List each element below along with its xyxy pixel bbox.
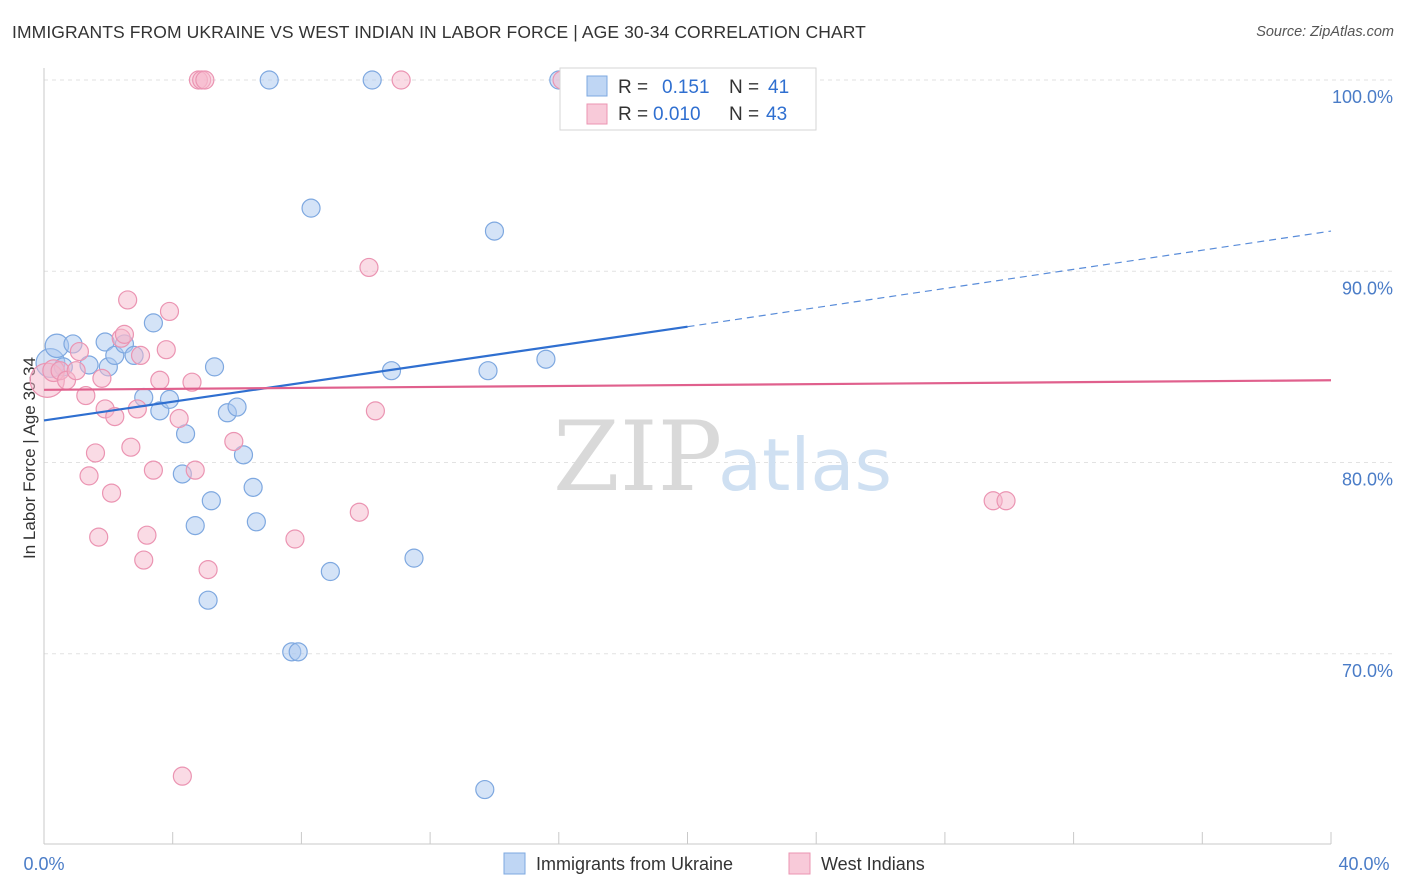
x-tick-label-max: 40.0% [1338,854,1389,874]
ukraine-point-24 [246,512,266,532]
ukraine-point-11 [143,313,163,333]
chart-title: IMMIGRANTS FROM UKRAINE VS WEST INDIAN I… [12,22,866,42]
series-west-indians-points [29,70,1016,786]
west-indians-point-33 [198,559,218,580]
west-indians-point-39 [391,70,411,90]
watermark-atlas: atlas [718,423,892,507]
west-indians-point-18 [127,399,147,419]
ukraine-point-21 [227,397,247,417]
ukraine-point-19 [204,357,225,377]
west-indians-point-26 [169,408,189,429]
legend-n-label-ukraine: N = [729,77,759,98]
stats-legend: R = 0.151 N = 41 R = 0.010 N = 43 [559,67,817,131]
west-indians-point-28 [182,372,202,392]
x-axis-ticks [172,832,1332,844]
legend-swatch-ukraine [586,75,608,97]
grid-lines [44,79,1394,655]
west-indians-point-15 [114,324,135,344]
y-tick-label-80: 80.0% [1342,470,1393,490]
ukraine-point-25 [259,70,279,90]
source-credit: Source: ZipAtlas.com [1256,24,1394,40]
west-indians-point-38 [365,401,386,421]
west-indians-point-12 [101,483,122,503]
legend-n-label-west-indians: N = [729,104,759,125]
y-tick-label-70: 70.0% [1342,661,1393,681]
west-indians-point-8 [85,443,106,463]
legend-r-value-ukraine: 0.151 [662,77,710,98]
legend-r-label-west-indians: R = [618,104,648,125]
west-indians-point-35 [285,529,305,549]
west-indians-point-6 [76,385,96,406]
bottom-legend-label-west-indians: West Indians [821,854,925,874]
ukraine-point-35 [484,221,505,241]
bottom-legend: Immigrants from Ukraine West Indians [503,852,925,875]
ukraine-point-27 [288,642,308,662]
west-indians-point-7 [79,466,99,486]
west-indians-point-32 [195,70,215,90]
west-indians-point-29 [185,460,205,480]
ukraine-point-13 [159,389,180,409]
watermark: ZIP atlas [553,401,892,513]
west-indians-point-4 [66,361,86,381]
legend-r-label-ukraine: R = [618,77,648,98]
west-indians-point-37 [359,257,379,278]
west-indians-point-10 [92,368,112,388]
west-indians-point-13 [105,407,125,427]
trend-lines [43,230,1332,422]
legend-n-value-west-indians: 43 [766,104,787,125]
ukraine-point-33 [475,779,495,800]
trend-line-ukraine-extrapolated [687,230,1332,328]
west-indians-point-21 [137,525,157,545]
west-indians-point-5 [69,341,89,362]
bottom-legend-swatch-west-indians [788,852,811,875]
west-indians-point-25 [159,301,180,322]
ukraine-point-34 [478,361,498,381]
west-indians-point-22 [143,460,163,480]
west-indians-point-19 [130,345,151,365]
ukraine-point-16 [185,516,205,536]
west-indians-point-24 [156,340,176,360]
ukraine-point-17 [198,590,218,610]
ukraine-point-30 [362,70,382,90]
west-indians-point-16 [118,290,138,310]
west-indians-point-42 [996,491,1016,511]
bottom-legend-label-ukraine: Immigrants from Ukraine [536,854,733,874]
ukraine-point-36 [536,349,556,369]
legend-swatch-west-indians [586,103,608,125]
legend-r-value-west-indians: 0.010 [653,104,701,125]
west-indians-point-36 [349,502,369,522]
y-tick-label-90: 90.0% [1342,278,1393,298]
y-axis-title: In Labor Force | Age 30-34 [20,357,39,559]
west-indians-point-17 [121,437,141,457]
watermark-zip: ZIP [553,401,722,513]
y-axis-tick-labels: 70.0% 80.0% 90.0% 100.0% [1332,87,1393,681]
trend-line-ukraine [43,325,688,422]
ukraine-point-18 [201,491,221,511]
ukraine-point-23 [243,477,263,497]
west-indians-point-34 [224,431,244,452]
trend-line-west-indians [43,379,1332,391]
west-indians-point-23 [150,370,170,390]
ukraine-point-29 [320,561,340,582]
legend-n-value-ukraine: 41 [768,77,789,98]
bottom-legend-swatch-ukraine [503,852,526,875]
ukraine-point-28 [301,198,321,218]
west-indians-point-9 [89,527,109,547]
west-indians-point-20 [134,550,154,570]
west-indians-point-27 [172,766,192,786]
ukraine-point-22 [233,445,254,465]
ukraine-point-32 [404,548,424,568]
x-tick-label-min: 0.0% [23,854,64,874]
y-tick-label-100: 100.0% [1332,87,1393,107]
